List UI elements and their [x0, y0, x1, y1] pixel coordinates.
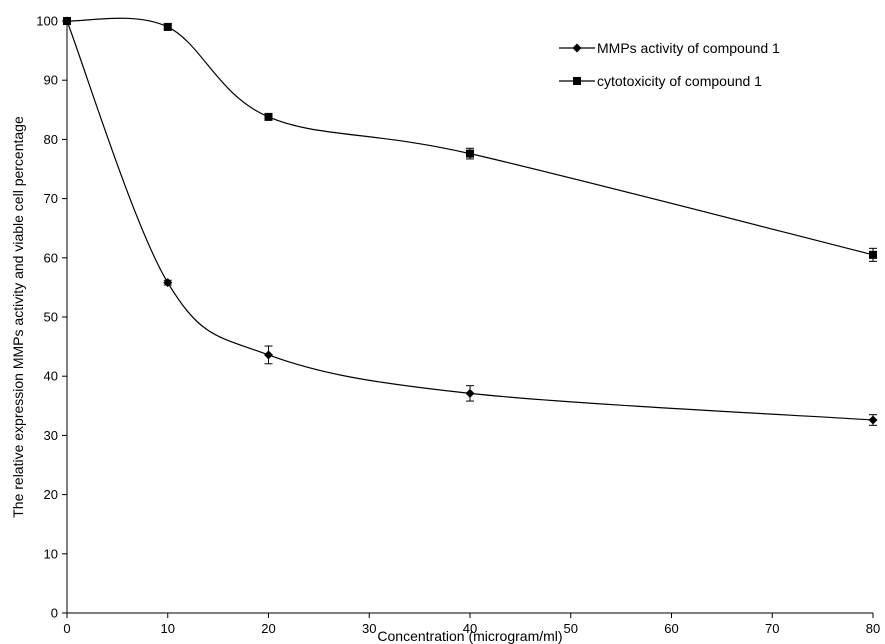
x-axis-ticks: 0 10 20 30 40 50 60 70 80	[63, 613, 880, 636]
y-tick-label: 50	[44, 310, 58, 325]
y-tick-label: 60	[44, 250, 58, 265]
data-point-diamond	[868, 415, 878, 425]
y-tick-label: 100	[36, 14, 58, 29]
x-tick-label: 0	[63, 621, 70, 636]
legend-label: MMPs activity of compound 1	[597, 40, 780, 56]
data-point-square	[163, 22, 172, 31]
y-axis-ticks: 0 10 20 30 40 50 60 70 80 90 100	[36, 14, 67, 621]
data-point-square	[869, 250, 877, 259]
x-tick-label: 60	[664, 621, 678, 636]
data-point-square	[466, 149, 474, 158]
x-tick-label: 50	[564, 621, 578, 636]
y-axis-title: The relative expression MMPs activity an…	[10, 116, 26, 518]
series-2	[63, 17, 877, 262]
series-line	[66, 20, 874, 421]
legend: MMPs activity of compound 1 cytotoxicity …	[559, 40, 780, 89]
data-point-diamond	[163, 278, 173, 288]
y-tick-label: 90	[44, 73, 58, 88]
legend-label: cytotoxicity of compound 1	[597, 73, 762, 89]
data-point-diamond	[465, 388, 475, 398]
data-point-square	[264, 112, 273, 121]
data-point-square	[573, 77, 581, 85]
y-tick-label: 10	[44, 546, 58, 561]
y-tick-label: 30	[44, 428, 58, 443]
y-tick-label: 70	[44, 191, 58, 206]
series-layer	[62, 16, 878, 426]
y-tick-label: 40	[44, 369, 58, 384]
x-tick-label: 40	[463, 621, 477, 636]
data-point-square	[63, 17, 71, 25]
y-tick-label: 20	[44, 487, 58, 502]
data-point-diamond	[264, 350, 273, 360]
y-tick-label: 0	[51, 606, 58, 621]
x-axis-title: Concentration (microgram/ml)	[377, 628, 562, 644]
x-tick-label: 10	[161, 621, 175, 636]
legend-item-2: cytotoxicity of compound 1	[559, 73, 762, 89]
y-tick-label: 80	[44, 132, 58, 147]
x-tick-label: 20	[261, 621, 275, 636]
x-tick-label: 70	[765, 621, 779, 636]
legend-item-1: MMPs activity of compound 1	[559, 40, 780, 56]
data-point-diamond	[572, 43, 582, 53]
x-tick-label: 80	[866, 621, 880, 636]
x-tick-label: 30	[362, 621, 376, 636]
series-line	[66, 17, 874, 256]
